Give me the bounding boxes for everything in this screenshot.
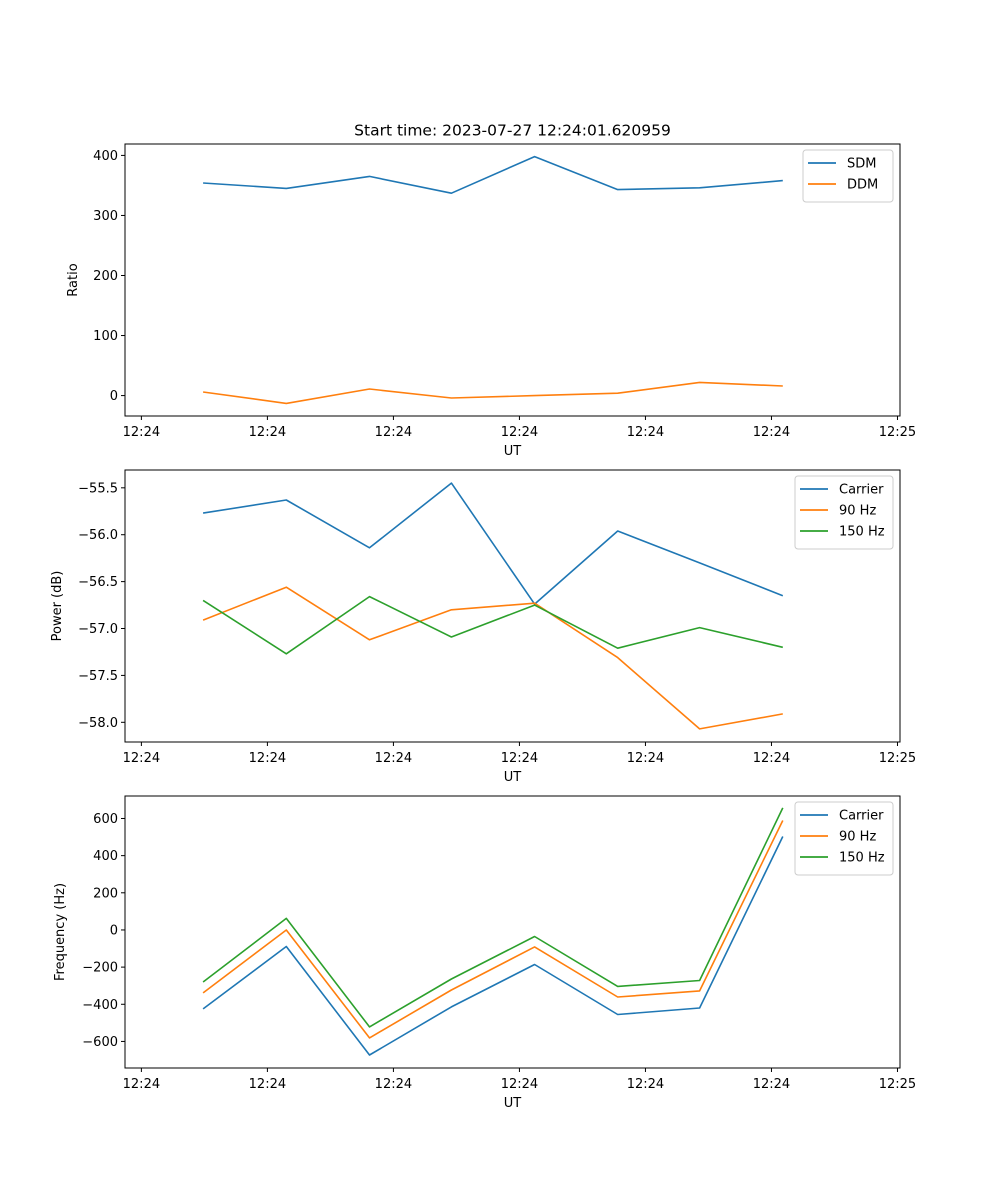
x-axis-label: UT	[504, 444, 522, 459]
x-tick-label: 12:24	[375, 751, 412, 766]
y-tick-label: −56.5	[78, 575, 118, 590]
series-line-150-hz	[202, 807, 784, 1028]
legend-label: 150 Hz	[839, 525, 885, 540]
legend: Carrier 90 Hz 150 Hz	[794, 801, 894, 876]
y-tick-label: −57.0	[78, 622, 118, 637]
x-tick-label: 12:25	[879, 751, 916, 766]
x-tick-label: 12:24	[501, 751, 538, 766]
x-tick-label: 12:24	[249, 425, 286, 440]
x-tick-label: 12:24	[249, 751, 286, 766]
y-tick-label: −600	[82, 1035, 118, 1050]
legend-label: Carrier	[839, 809, 884, 824]
y-tick-label: 200	[93, 269, 118, 284]
legend-label: SDM	[847, 157, 876, 172]
y-tick-label: −57.5	[78, 669, 118, 684]
y-tick-label: −55.5	[78, 481, 118, 496]
x-tick-label: 12:24	[753, 425, 790, 440]
x-axis-label: UT	[504, 770, 522, 785]
y-tick-label: 600	[93, 812, 118, 827]
series-line-90-hz	[202, 820, 784, 1039]
series-line-ddm	[202, 381, 783, 405]
panel-3: 12:24 12:24 12:24 12:24 12:24 12:24 12:25 −600 −…	[53, 795, 916, 1111]
axes-frame	[124, 469, 901, 743]
legend-label: 90 Hz	[839, 830, 876, 845]
axes-frame	[124, 795, 901, 1069]
x-tick-label: 12:24	[627, 751, 664, 766]
series-line-90-hz	[202, 586, 783, 730]
x-tick-label: 12:24	[375, 1077, 412, 1092]
x-tick-label: 12:24	[123, 1077, 160, 1092]
panel-2: 12:24 12:24 12:24 12:24 12:24 12:24 12:25 −58.0…	[50, 469, 916, 785]
x-tick-label: 12:24	[123, 425, 160, 440]
y-tick-label: 0	[110, 923, 118, 938]
legend: SDM DDM	[802, 149, 894, 203]
x-tick-label: 12:24	[627, 1077, 664, 1092]
y-tick-label: 0	[110, 389, 118, 404]
legend-label: 150 Hz	[839, 851, 885, 866]
series-line-150-hz	[202, 595, 783, 655]
x-tick-label: 12:24	[753, 1077, 790, 1092]
y-tick-label: −400	[82, 998, 118, 1013]
legend-label: 90 Hz	[839, 504, 876, 519]
x-tick-label: 12:24	[375, 425, 412, 440]
y-tick-label: −58.0	[78, 716, 118, 731]
y-tick-label: −200	[82, 961, 118, 976]
series-line-carrier	[202, 836, 784, 1056]
y-tick-label: 300	[93, 209, 118, 224]
y-tick-label: 400	[93, 849, 118, 864]
x-tick-label: 12:24	[501, 1077, 538, 1092]
figure-title: Start time: 2023-07-27 12:24:01.620959	[354, 122, 671, 140]
x-tick-label: 12:24	[501, 425, 538, 440]
y-tick-label: −56.0	[78, 528, 118, 543]
x-tick-label: 12:25	[879, 425, 916, 440]
x-tick-label: 12:24	[753, 751, 790, 766]
y-axis-label: Frequency (Hz)	[53, 883, 68, 981]
y-axis-label: Power (dB)	[50, 571, 65, 642]
x-tick-label: 12:24	[123, 751, 160, 766]
y-tick-label: 400	[93, 149, 118, 164]
panel-1: 12:24 12:24 12:24 12:24 12:24 12:24 12:25 0 100 2…	[66, 143, 916, 459]
x-axis-label: UT	[504, 1096, 522, 1111]
legend: Carrier 90 Hz 150 Hz	[794, 475, 894, 550]
legend-label: Carrier	[839, 483, 884, 498]
y-axis-label: Ratio	[66, 263, 81, 296]
x-tick-label: 12:24	[249, 1077, 286, 1092]
series-line-sdm	[203, 155, 783, 194]
legend-label: DDM	[847, 178, 878, 193]
x-tick-label: 12:25	[879, 1077, 916, 1092]
y-tick-label: 200	[93, 886, 118, 901]
series-line-carrier	[202, 482, 784, 605]
axes-frame	[124, 143, 901, 417]
y-tick-label: 100	[93, 329, 118, 344]
x-tick-label: 12:24	[627, 425, 664, 440]
